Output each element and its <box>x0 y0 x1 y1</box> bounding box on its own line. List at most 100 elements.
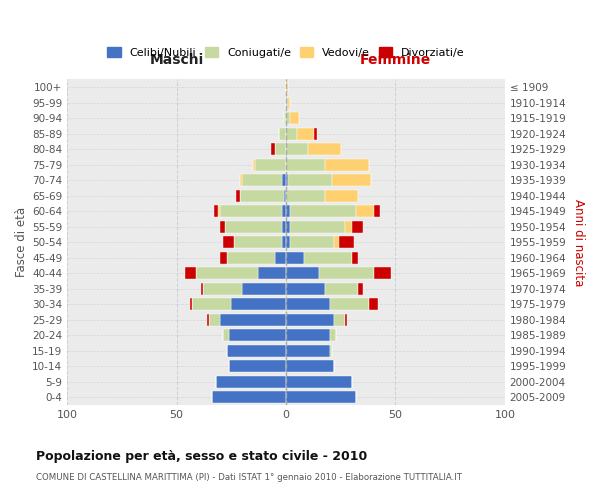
Bar <box>286 252 304 264</box>
Bar <box>196 268 257 280</box>
Bar <box>356 206 374 218</box>
Bar <box>223 330 229 342</box>
Bar <box>286 81 288 94</box>
Bar <box>281 236 286 248</box>
Bar <box>280 128 286 140</box>
Bar <box>214 206 218 218</box>
Bar <box>286 360 334 372</box>
Bar <box>290 206 356 218</box>
Bar <box>334 236 338 248</box>
Bar <box>218 206 220 218</box>
Bar <box>286 190 325 202</box>
Bar <box>290 112 299 124</box>
Bar <box>225 221 281 233</box>
Bar <box>358 283 362 295</box>
Bar <box>286 314 334 326</box>
Bar <box>290 236 334 248</box>
Bar <box>330 345 332 357</box>
Bar <box>374 206 380 218</box>
Bar <box>352 221 362 233</box>
Text: Popolazione per età, sesso e stato civile - 2010: Popolazione per età, sesso e stato civil… <box>36 450 367 463</box>
Bar <box>256 158 286 171</box>
Bar <box>288 174 332 186</box>
Bar <box>216 376 286 388</box>
Bar <box>334 314 345 326</box>
Bar <box>319 268 374 280</box>
Bar <box>314 128 317 140</box>
Bar <box>330 330 337 342</box>
Bar <box>345 221 352 233</box>
Bar <box>284 112 286 124</box>
Bar <box>227 252 275 264</box>
Bar <box>286 283 325 295</box>
Bar <box>223 236 233 248</box>
Bar <box>288 96 290 109</box>
Bar <box>227 345 286 357</box>
Bar <box>185 268 196 280</box>
Bar <box>374 268 391 280</box>
Bar <box>304 252 352 264</box>
Text: COMUNE DI CASTELLINA MARITTIMA (PI) - Dati ISTAT 1° gennaio 2010 - Elaborazione : COMUNE DI CASTELLINA MARITTIMA (PI) - Da… <box>36 472 462 482</box>
Bar <box>275 143 286 156</box>
Bar <box>286 345 330 357</box>
Bar <box>220 221 225 233</box>
Bar <box>207 314 209 326</box>
Bar <box>297 128 314 140</box>
Bar <box>257 268 286 280</box>
Bar <box>325 158 369 171</box>
Bar <box>281 206 286 218</box>
Bar <box>290 221 345 233</box>
Bar <box>242 174 281 186</box>
Bar <box>242 283 286 295</box>
Bar <box>229 360 286 372</box>
Bar <box>240 190 284 202</box>
Bar <box>190 298 192 310</box>
Y-axis label: Anni di nascita: Anni di nascita <box>572 198 585 286</box>
Bar <box>286 96 288 109</box>
Bar <box>332 174 371 186</box>
Bar <box>286 392 356 404</box>
Bar <box>271 143 275 156</box>
Bar <box>286 236 290 248</box>
Y-axis label: Fasce di età: Fasce di età <box>15 208 28 278</box>
Bar <box>229 330 286 342</box>
Bar <box>286 268 319 280</box>
Bar <box>330 298 369 310</box>
Bar <box>220 252 227 264</box>
Bar <box>286 298 330 310</box>
Bar <box>286 112 290 124</box>
Bar <box>281 174 286 186</box>
Bar <box>286 376 352 388</box>
Bar <box>369 298 378 310</box>
Text: Femmine: Femmine <box>360 53 431 67</box>
Bar <box>286 206 290 218</box>
Text: Maschi: Maschi <box>149 53 204 67</box>
Bar <box>286 174 288 186</box>
Bar <box>284 190 286 202</box>
Bar <box>201 283 203 295</box>
Bar <box>212 392 286 404</box>
Bar <box>325 190 358 202</box>
Bar <box>286 330 330 342</box>
Bar <box>352 252 358 264</box>
Bar <box>192 298 232 310</box>
Bar <box>220 314 286 326</box>
Bar <box>275 252 286 264</box>
Bar <box>220 206 281 218</box>
Bar <box>236 190 240 202</box>
Bar <box>253 158 256 171</box>
Bar <box>308 143 341 156</box>
Bar <box>338 236 354 248</box>
Bar <box>286 221 290 233</box>
Bar <box>286 128 297 140</box>
Bar <box>286 158 325 171</box>
Bar <box>233 236 281 248</box>
Bar <box>209 314 220 326</box>
Bar <box>281 221 286 233</box>
Bar <box>345 314 347 326</box>
Bar <box>240 174 242 186</box>
Bar <box>203 283 242 295</box>
Bar <box>286 143 308 156</box>
Bar <box>325 283 358 295</box>
Legend: Celibi/Nubili, Coniugati/e, Vedovi/e, Divorziati/e: Celibi/Nubili, Coniugati/e, Vedovi/e, Di… <box>103 42 469 62</box>
